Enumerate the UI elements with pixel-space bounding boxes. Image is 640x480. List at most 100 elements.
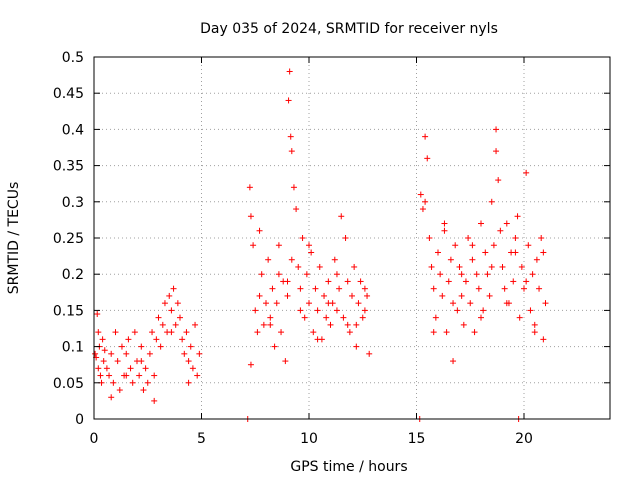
data-point	[136, 372, 143, 379]
y-tick-label: 0.1	[62, 340, 84, 356]
plot-frame	[93, 56, 611, 420]
data-point	[424, 155, 431, 162]
data-point	[194, 372, 201, 379]
data-point	[103, 365, 110, 372]
data-point	[514, 213, 521, 220]
data-point	[303, 271, 310, 278]
data-point	[542, 300, 549, 307]
data-point	[278, 329, 285, 336]
data-point	[127, 365, 134, 372]
data-point	[288, 256, 295, 263]
data-point	[123, 372, 130, 379]
data-point	[325, 300, 332, 307]
data-point	[267, 314, 274, 321]
data-point	[157, 343, 164, 350]
data-point	[336, 285, 343, 292]
data-point	[168, 307, 175, 314]
data-point	[503, 220, 510, 227]
data-point	[179, 336, 186, 343]
data-point	[327, 321, 334, 328]
data-point	[161, 300, 168, 307]
data-point	[247, 213, 254, 220]
data-point	[458, 292, 465, 299]
data-point	[92, 350, 99, 357]
data-point	[101, 347, 108, 354]
data-point	[417, 191, 424, 198]
data-point	[155, 314, 162, 321]
data-point	[441, 220, 448, 227]
x-tick-label: 5	[197, 431, 206, 447]
data-point	[493, 126, 500, 133]
data-point	[258, 271, 265, 278]
y-tick-label: 0.2	[62, 267, 84, 283]
data-point	[273, 300, 280, 307]
data-point	[166, 292, 173, 299]
data-point	[138, 358, 145, 365]
data-point	[478, 220, 484, 227]
data-point	[275, 271, 282, 278]
data-point	[445, 278, 452, 285]
data-point	[512, 235, 519, 241]
data-point	[419, 206, 426, 213]
data-point	[183, 329, 190, 336]
data-point	[523, 169, 530, 176]
data-point	[301, 314, 308, 321]
data-point	[185, 358, 192, 365]
data-point	[331, 256, 338, 263]
x-tick-label: 0	[90, 431, 99, 447]
data-point	[510, 278, 517, 285]
data-point	[536, 285, 543, 292]
data-point	[443, 329, 450, 336]
data-point	[467, 300, 474, 307]
data-point	[333, 271, 340, 278]
data-point	[338, 213, 345, 220]
data-point	[346, 329, 353, 336]
data-point	[144, 379, 151, 386]
data-point	[290, 184, 297, 191]
data-point	[533, 256, 540, 263]
data-point	[493, 148, 500, 155]
data-point	[361, 307, 368, 314]
data-point	[114, 358, 121, 365]
data-point	[499, 263, 506, 270]
data-point	[482, 249, 489, 256]
data-series-srmtid	[92, 68, 549, 422]
data-point	[286, 68, 293, 75]
data-point	[310, 329, 317, 336]
data-point	[428, 263, 435, 270]
data-point	[488, 198, 495, 205]
data-point	[484, 271, 491, 278]
data-point	[359, 314, 366, 321]
x-tick-label: 15	[408, 431, 426, 447]
data-point	[471, 329, 478, 336]
data-point	[282, 358, 289, 365]
y-tick-label: 0.35	[53, 159, 84, 175]
x-axis-label: GPS time / hours	[290, 459, 407, 475]
axis-ticks: 0 0.05 0.1 0.15 0.2 0.25 0.3 0.35 0.4 0.45 0.5 0 5 10…	[53, 50, 610, 447]
data-point	[441, 227, 448, 234]
data-point	[447, 256, 454, 263]
data-point	[538, 235, 545, 241]
data-point	[469, 256, 476, 263]
data-point	[125, 336, 132, 343]
data-point	[480, 307, 487, 314]
data-point	[94, 311, 101, 318]
x-tick-label: 20	[515, 431, 533, 447]
data-point	[299, 235, 306, 241]
data-point	[333, 307, 340, 314]
data-point	[344, 321, 351, 328]
data-point	[525, 242, 532, 249]
data-point	[501, 285, 508, 292]
data-point	[478, 314, 484, 321]
data-point	[529, 271, 536, 278]
data-point	[314, 307, 321, 314]
grid	[94, 57, 610, 419]
data-point	[531, 329, 538, 336]
data-point	[308, 249, 315, 256]
data-point	[288, 148, 295, 155]
data-point	[435, 249, 441, 256]
data-point	[112, 329, 119, 336]
data-point	[295, 263, 302, 270]
data-point	[540, 336, 547, 343]
